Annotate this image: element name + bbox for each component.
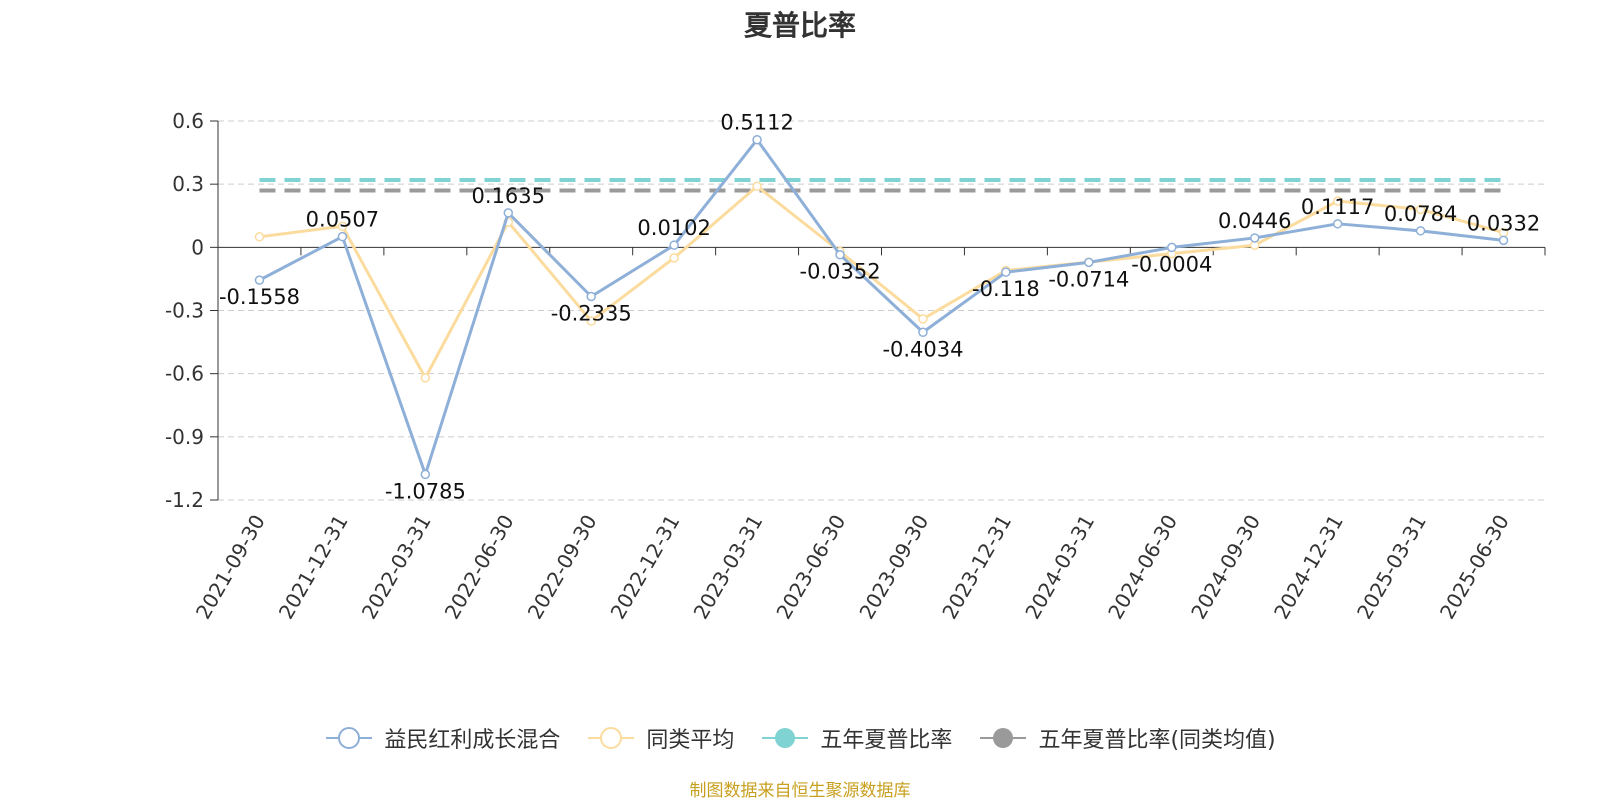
fund-data-label: -0.4034 [882, 337, 963, 361]
x-tick-label: 2024-03-31 [1020, 511, 1099, 624]
fund-data-label: -0.0004 [1131, 252, 1212, 276]
fund-point [918, 327, 928, 338]
fund-data-label: -0.0352 [800, 260, 881, 284]
fund-point [337, 231, 348, 242]
fund-data-label: -1.0785 [385, 479, 466, 503]
y-tick-label: -1.2 [165, 488, 204, 512]
x-tick-label: 2023-12-31 [937, 511, 1016, 624]
y-tick-label: 0 [191, 235, 204, 259]
fund-data-label: 0.5112 [720, 111, 793, 135]
legend-five-year-icon [762, 728, 809, 748]
legend-item-five-year-peer[interactable]: 五年夏普比率(同类均值) [978, 722, 1276, 754]
series-lines [254, 134, 1509, 480]
fund-point [1001, 267, 1011, 277]
legend-label-five-year-peer: 五年夏普比率(同类均值) [1038, 728, 1276, 753]
fund-point [835, 249, 845, 260]
fund-data-label: 0.0102 [637, 216, 710, 240]
x-tick-label: 2023-06-30 [771, 511, 850, 624]
x-tick-label: 2022-09-30 [523, 511, 602, 624]
x-tick-label: 2024-09-30 [1186, 511, 1265, 624]
fund-data-label: 0.0784 [1384, 202, 1457, 226]
fund-line [258, 138, 1504, 476]
fund-point [1498, 235, 1509, 246]
legend-item-fund[interactable]: 益民红利成长混合 [324, 722, 560, 754]
fund-data-label: -0.118 [972, 277, 1040, 301]
y-tick-label: -0.9 [165, 425, 204, 449]
legend-fund-icon [326, 727, 373, 749]
x-tick-label: 2024-12-31 [1269, 511, 1348, 624]
y-tick-label: 0.6 [172, 109, 204, 133]
legend-item-peer[interactable]: 同类平均 [586, 722, 734, 754]
x-tick-label: 2021-12-31 [274, 511, 353, 624]
peer-average-point [669, 253, 679, 263]
x-tick-label: 2021-09-30 [191, 511, 270, 624]
fund-point [254, 275, 265, 285]
legend-five-year-peer-icon [980, 728, 1027, 748]
y-tick-label: -0.6 [165, 362, 204, 386]
reference-lines [259, 177, 1504, 193]
legend-item-five-year[interactable]: 五年夏普比率 [760, 722, 952, 754]
fund-point [420, 469, 431, 480]
fund-point [669, 240, 679, 250]
peer-average-point [918, 314, 928, 324]
legend-label-peer: 同类平均 [646, 728, 735, 753]
chart-title: 夏普比率 [743, 9, 856, 42]
fund-data-label: 0.1635 [472, 184, 545, 208]
data-labels: -0.1558 0.0507 -1.0785 0.1635 -0.2335 0.0102 0… [219, 111, 1540, 504]
fund-point [586, 291, 596, 302]
fund-point [503, 208, 514, 218]
x-tick-label: 2023-09-30 [854, 511, 933, 624]
peer-average-point [420, 373, 431, 383]
fund-data-label: 0.0446 [1218, 209, 1291, 233]
x-tick-label: 2022-03-31 [357, 511, 436, 624]
x-tick-label: 2024-06-30 [1103, 511, 1182, 624]
fund-point [752, 134, 762, 145]
peer-average-point [1332, 196, 1343, 206]
x-tick-label: 2022-12-31 [606, 511, 685, 624]
source-note: 制图数据来自恒生聚源数据库 [689, 781, 911, 801]
legend-label-five-year: 五年夏普比率 [820, 728, 953, 753]
y-tick-label: 0.3 [172, 172, 204, 196]
peer-average-point [752, 181, 762, 192]
peer-average-point [254, 232, 265, 242]
x-tick-label: 2025-03-31 [1352, 511, 1431, 624]
y-tick-label: -0.3 [165, 299, 204, 323]
peer-average-point [337, 221, 348, 232]
fund-data-label: 0.0507 [306, 208, 379, 232]
peer-average-point [586, 316, 596, 326]
legend-label-fund: 益民红利成长混合 [384, 728, 561, 753]
x-tick-label: 2022-06-30 [440, 511, 519, 624]
fund-data-label: 0.0332 [1467, 211, 1540, 235]
fund-point [1084, 257, 1094, 268]
fund-data-label: -0.1558 [219, 285, 300, 309]
x-tick-label: 2023-03-31 [689, 511, 768, 624]
peer-average-point [1415, 204, 1426, 215]
fund-data-label: -0.0714 [1048, 267, 1129, 291]
fund-point [1332, 219, 1343, 229]
legend-peer-icon [588, 727, 635, 749]
fund-point [1415, 226, 1426, 236]
fund-data-label: 0.1117 [1301, 195, 1374, 219]
fund-point [1167, 242, 1177, 253]
peer-average-line [259, 184, 1504, 380]
grid-lines [218, 120, 1545, 501]
legend: 益民红利成长混合 同类平均 五年夏普比率 五年夏普比率(同类均值) [0, 722, 1600, 754]
fund-data-label: -0.2335 [551, 301, 632, 325]
x-tick-label: 2025-06-30 [1435, 511, 1514, 624]
fund-point [1249, 233, 1260, 243]
